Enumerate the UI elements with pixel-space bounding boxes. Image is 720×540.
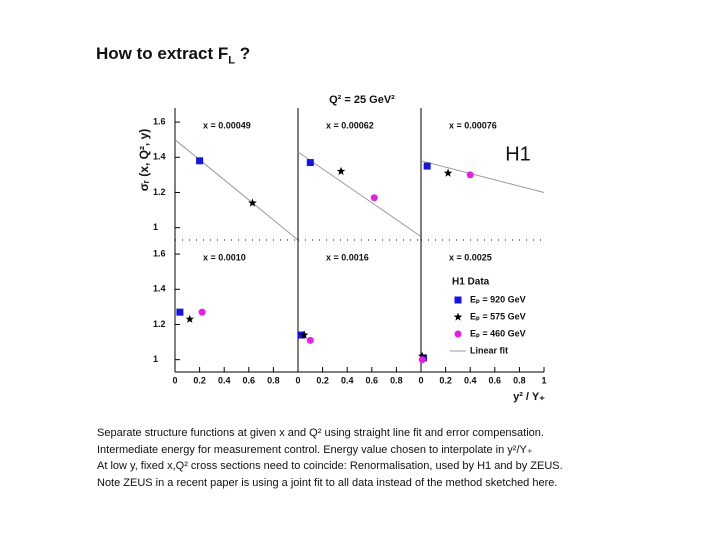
panel-title: x = 0.0025	[449, 252, 492, 262]
circle-marker	[370, 194, 378, 202]
legend-label: Linear fit	[470, 345, 508, 355]
x-tick-label: 0	[295, 375, 300, 385]
legend-label: Eₚ = 460 GeV	[470, 328, 526, 338]
y-tick-label: 1.6	[153, 116, 166, 126]
star-marker	[185, 314, 194, 323]
x-tick-label: 0.6	[243, 375, 256, 385]
circle-marker	[198, 308, 206, 316]
x-tick-label: 0.6	[489, 375, 502, 385]
x-tick-label: 0.2	[193, 375, 206, 385]
panel-title: x = 0.0010	[203, 252, 246, 262]
x-tick-label: 0.8	[390, 375, 403, 385]
caption-line: At low y, fixed x,Q² cross sections need…	[97, 460, 563, 472]
caption-line: Note ZEUS in a recent paper is using a j…	[97, 476, 558, 489]
panel-title: x = 0.00076	[449, 120, 497, 130]
experiment-label: H1	[505, 143, 531, 165]
y-tick-label: 1.6	[153, 248, 166, 258]
x-tick-label: 0	[418, 375, 423, 385]
square-marker	[196, 157, 204, 165]
x-axis-label: y² / Y₊	[513, 391, 545, 403]
square-marker	[306, 159, 314, 167]
legend-label: Eₚ = 575 GeV	[470, 311, 526, 321]
slide-title: How to extract FL ?	[96, 44, 250, 66]
caption-line: Intermediate energy for measurement cont…	[97, 443, 533, 456]
x-tick-label: 0.8	[267, 375, 280, 385]
panel-title: x = 0.0016	[326, 252, 369, 262]
star-marker	[453, 312, 463, 321]
x-tick-label: 0.4	[341, 375, 354, 385]
title-text: How to extract F	[96, 44, 229, 63]
y-tick-label: 1	[153, 222, 158, 232]
legend-label: Eₚ = 920 GeV	[470, 294, 526, 304]
star-marker	[336, 166, 346, 175]
title-subscript: L	[228, 54, 235, 67]
caption-line: Separate structure functions at given x …	[97, 427, 544, 439]
title-end: ?	[234, 44, 251, 63]
x-tick-label: 0.4	[464, 375, 477, 385]
square-marker	[423, 162, 431, 170]
y-axis-label: σᵣ (x, Q², y)	[137, 129, 151, 192]
figure-header: Q² = 25 GeV²	[329, 94, 395, 106]
square-marker	[298, 331, 306, 339]
circle-marker	[418, 356, 426, 364]
x-tick-label: 0.4	[218, 375, 231, 385]
x-tick-label: 1	[541, 375, 546, 385]
x-tick-label: 0.8	[513, 375, 526, 385]
square-marker	[176, 308, 184, 316]
circle-marker	[454, 330, 462, 338]
star-marker	[443, 168, 453, 177]
x-tick-label: 0.6	[366, 375, 379, 385]
panel-title: x = 0.00062	[326, 120, 374, 130]
caption: Separate structure functions at given x …	[97, 425, 563, 491]
x-tick-label: 0	[172, 375, 177, 385]
y-tick-label: 1	[153, 354, 158, 364]
y-tick-label: 1.2	[153, 187, 166, 197]
legend-title: H1 Data	[452, 277, 490, 288]
y-tick-label: 1.4	[153, 152, 166, 162]
y-tick-label: 1.2	[153, 319, 166, 329]
y-tick-label: 1.4	[153, 284, 166, 294]
fit-line	[174, 139, 299, 241]
circle-marker	[466, 171, 474, 179]
star-marker	[299, 330, 309, 339]
circle-marker	[306, 336, 314, 344]
fit-line	[420, 160, 545, 193]
star-marker	[248, 198, 257, 207]
panel-title: x = 0.00049	[203, 120, 251, 130]
square-marker	[454, 296, 462, 304]
x-tick-label: 0.2	[439, 375, 452, 385]
fit-line	[297, 151, 422, 237]
x-tick-label: 0.2	[316, 375, 329, 385]
